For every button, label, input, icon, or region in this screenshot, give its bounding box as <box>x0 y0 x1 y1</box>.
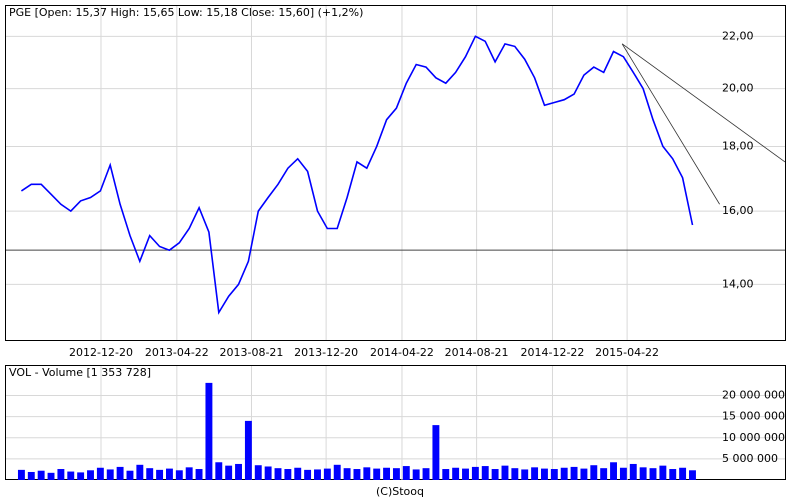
volume-bar <box>116 466 124 480</box>
volume-bar <box>294 467 302 480</box>
volume-bar <box>215 462 223 480</box>
volume-bar <box>314 469 321 480</box>
volume-bar <box>669 469 677 480</box>
volume-bar <box>205 382 213 480</box>
volume-bar <box>471 466 479 480</box>
volume-bar <box>383 467 391 480</box>
volume-bar <box>106 469 114 480</box>
volume-bar <box>126 470 134 480</box>
y-tick-label: 10 000 000 <box>722 431 785 444</box>
y-tick-label: 18,00 <box>722 139 754 152</box>
volume-bar <box>87 470 94 480</box>
volume-bar <box>679 467 687 480</box>
x-tick-label: 2013-12-20 <box>294 346 358 359</box>
x-tick-label: 2014-04-22 <box>370 346 434 359</box>
volume-bar <box>610 462 617 480</box>
volume-bar <box>353 469 361 480</box>
volume-bar <box>244 420 252 480</box>
y-tick-label: 14,00 <box>722 277 754 290</box>
volume-bar <box>323 468 331 480</box>
price-panel <box>5 5 786 341</box>
volume-bar <box>689 470 696 480</box>
volume-title: VOL - Volume [1 353 728] <box>9 366 151 379</box>
volume-bar <box>343 468 351 480</box>
price-title: PGE [Open: 15,37 High: 15,65 Low: 15,18 … <box>9 6 363 19</box>
volume-bar <box>363 467 371 480</box>
volume-bar <box>185 467 193 480</box>
trend-line <box>621 43 720 205</box>
volume-bar <box>432 425 440 480</box>
volume-bar <box>540 468 548 480</box>
volume-bar <box>136 464 144 480</box>
footer: (C)Stooq <box>376 485 424 498</box>
x-tick-label: 2015-04-22 <box>595 346 659 359</box>
volume-bar <box>501 465 509 480</box>
volume-bar <box>442 469 450 480</box>
y-tick-label: 16,00 <box>722 204 754 217</box>
x-tick-label: 2012-12-20 <box>69 346 133 359</box>
volume-bar <box>156 469 164 480</box>
volume-bar <box>225 465 233 480</box>
volume-bar <box>77 472 85 480</box>
volume-bar <box>304 469 312 480</box>
volume-bar <box>17 469 25 480</box>
y-tick-label: 15 000 000 <box>722 410 785 423</box>
x-tick-label: 2013-04-22 <box>145 346 209 359</box>
volume-bar <box>521 469 529 480</box>
volume-bar <box>639 467 647 480</box>
volume-bar <box>27 471 35 480</box>
volume-bar <box>511 468 519 480</box>
y-tick-label: 20 000 000 <box>722 389 785 402</box>
volume-bar <box>619 467 627 480</box>
volume-bar <box>412 469 420 480</box>
volume-bar <box>57 469 65 480</box>
trend-line <box>621 43 786 163</box>
volume-bar <box>462 468 469 480</box>
volume-bar <box>580 468 588 480</box>
volume-bar <box>274 468 282 480</box>
volume-bar <box>570 466 578 480</box>
volume-bar <box>422 468 430 480</box>
volume-bar <box>284 469 292 480</box>
volume-bar <box>531 467 539 480</box>
volume-bar <box>47 472 55 480</box>
x-tick-label: 2013-08-21 <box>220 346 284 359</box>
volume-bar <box>392 468 400 480</box>
y-tick-label: 22,00 <box>722 29 754 42</box>
volume-bar <box>165 468 173 480</box>
volume-bar <box>195 469 203 480</box>
volume-bar <box>254 465 262 480</box>
volume-bar <box>175 470 183 480</box>
y-tick-label: 5 000 000 <box>722 452 778 465</box>
volume-bar <box>67 471 75 480</box>
volume-bar <box>600 468 608 480</box>
volume-bar <box>659 465 667 480</box>
volume-bar <box>235 463 242 480</box>
plot-layer: 2012-12-20 2013-04-22 2013-08-21 2013-12-20… <box>6 6 786 480</box>
volume-bar <box>550 469 558 480</box>
volume-bar <box>560 467 568 480</box>
volume-bar <box>649 468 657 480</box>
volume-bar <box>333 464 341 480</box>
volume-bar <box>481 466 489 480</box>
x-tick-label: 2014-08-21 <box>445 346 509 359</box>
volume-bar <box>402 466 410 480</box>
volume-bar <box>452 467 460 480</box>
x-tick-label: 2014-12-22 <box>521 346 585 359</box>
volume-bar <box>629 463 637 480</box>
volume-bar <box>37 470 45 480</box>
y-tick-label: 20,00 <box>722 82 754 95</box>
price-line <box>20 35 694 315</box>
volume-bar <box>96 467 104 480</box>
volume-bar <box>590 465 598 480</box>
volume-panel <box>5 365 786 480</box>
volume-bar <box>491 469 499 480</box>
volume-bar <box>264 466 272 480</box>
volume-bar <box>373 468 381 480</box>
volume-bar <box>146 468 154 480</box>
